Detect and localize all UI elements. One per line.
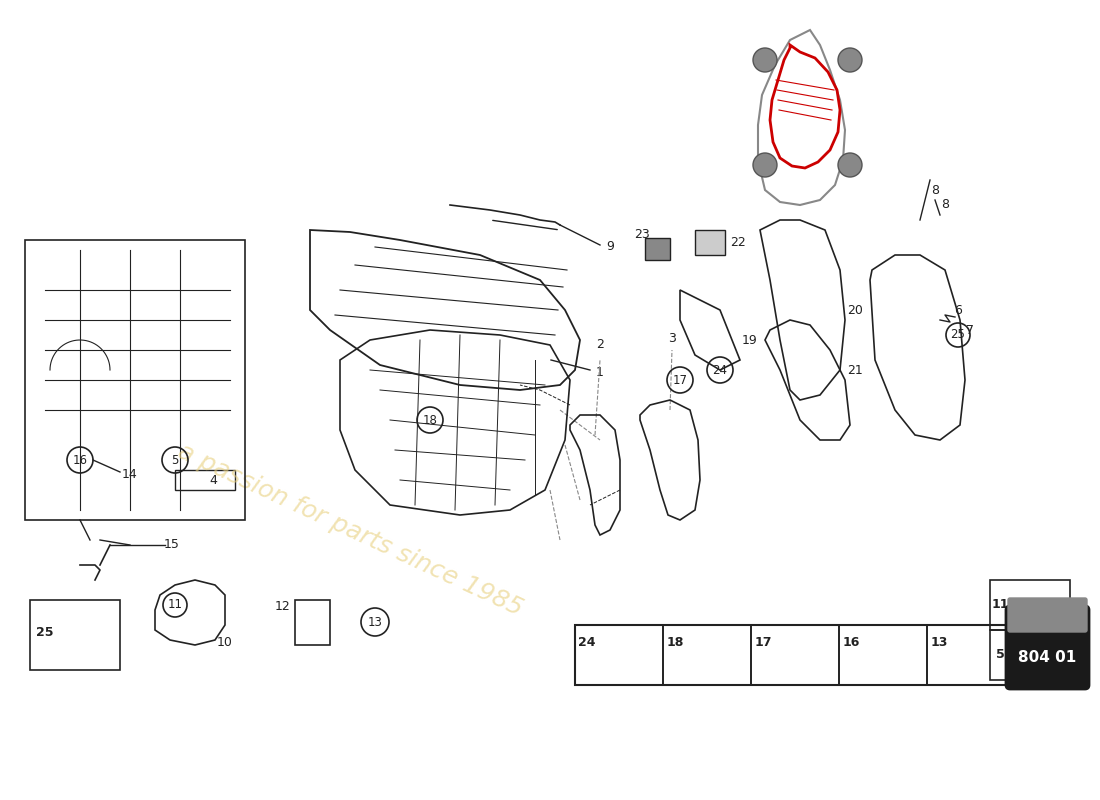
FancyBboxPatch shape: [1006, 606, 1089, 689]
Circle shape: [754, 153, 777, 177]
Text: 10: 10: [217, 635, 233, 649]
Text: 804 01: 804 01: [1018, 650, 1076, 666]
Text: 23: 23: [634, 229, 650, 242]
Text: 24: 24: [579, 637, 596, 650]
Circle shape: [838, 48, 862, 72]
Text: 21: 21: [847, 363, 862, 377]
Bar: [663, 625, 751, 685]
Bar: [695, 230, 725, 255]
Text: 2: 2: [596, 338, 604, 351]
Text: 25: 25: [36, 626, 54, 638]
Text: 17: 17: [755, 637, 772, 650]
Text: 13: 13: [931, 637, 948, 650]
Circle shape: [838, 153, 862, 177]
Text: 18: 18: [667, 637, 684, 650]
Text: 9: 9: [606, 241, 614, 254]
Text: 3: 3: [668, 331, 675, 345]
Text: 5: 5: [172, 454, 178, 466]
FancyBboxPatch shape: [1008, 598, 1087, 632]
Text: 24: 24: [713, 363, 727, 377]
Bar: [751, 625, 839, 685]
Text: 11: 11: [991, 598, 1009, 611]
Text: 25: 25: [950, 329, 966, 342]
Bar: [927, 625, 1015, 685]
Text: 5: 5: [996, 649, 1004, 662]
Bar: [175, 470, 235, 490]
Circle shape: [754, 48, 777, 72]
Text: 6: 6: [954, 303, 961, 317]
Text: 1: 1: [596, 366, 604, 378]
Text: 7: 7: [966, 323, 974, 337]
Text: 22: 22: [730, 235, 746, 249]
Text: 16: 16: [73, 454, 88, 466]
Text: 11: 11: [167, 598, 183, 611]
Bar: [295, 600, 330, 645]
Text: 20: 20: [847, 303, 862, 317]
Text: 18: 18: [422, 414, 438, 426]
Text: 8: 8: [940, 198, 949, 211]
Text: 19: 19: [742, 334, 758, 346]
Bar: [839, 625, 927, 685]
Text: 15: 15: [164, 538, 180, 551]
Text: 12: 12: [275, 601, 290, 614]
Bar: [645, 238, 670, 260]
Bar: [30, 600, 120, 670]
Bar: [990, 630, 1070, 680]
Text: 16: 16: [843, 637, 860, 650]
Bar: [990, 580, 1070, 630]
Text: 13: 13: [367, 615, 383, 629]
Text: 17: 17: [672, 374, 688, 386]
Text: 8: 8: [931, 183, 939, 197]
Bar: [575, 625, 1015, 685]
Text: 14: 14: [122, 469, 138, 482]
Bar: [25, 240, 245, 520]
Text: 4: 4: [209, 474, 217, 486]
Bar: [575, 625, 663, 685]
Text: a passion for parts since 1985: a passion for parts since 1985: [174, 439, 526, 621]
